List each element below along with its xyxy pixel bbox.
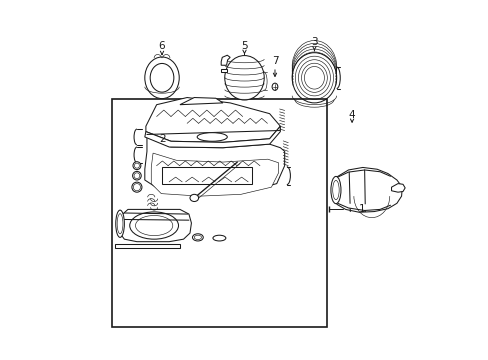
Ellipse shape xyxy=(144,57,179,99)
Polygon shape xyxy=(151,153,278,196)
Ellipse shape xyxy=(197,133,227,141)
Ellipse shape xyxy=(271,83,277,90)
Polygon shape xyxy=(337,170,390,177)
Ellipse shape xyxy=(192,234,203,241)
Text: 7: 7 xyxy=(271,56,278,66)
Ellipse shape xyxy=(133,162,141,170)
Polygon shape xyxy=(221,69,227,72)
Bar xyxy=(112,99,326,327)
Polygon shape xyxy=(180,98,223,105)
Ellipse shape xyxy=(330,176,340,204)
Text: 5: 5 xyxy=(241,41,247,51)
Ellipse shape xyxy=(132,182,142,192)
Polygon shape xyxy=(162,167,251,184)
Polygon shape xyxy=(119,210,191,242)
Polygon shape xyxy=(333,167,402,212)
Ellipse shape xyxy=(132,171,141,180)
Ellipse shape xyxy=(212,235,225,241)
Polygon shape xyxy=(337,203,390,211)
Text: 1: 1 xyxy=(359,204,365,214)
Polygon shape xyxy=(391,184,405,192)
Ellipse shape xyxy=(129,212,178,239)
Text: 4: 4 xyxy=(348,110,355,120)
Ellipse shape xyxy=(116,210,124,237)
Ellipse shape xyxy=(224,55,264,100)
Text: 3: 3 xyxy=(310,37,317,47)
Polygon shape xyxy=(144,126,280,148)
Ellipse shape xyxy=(190,194,198,202)
Text: 6: 6 xyxy=(159,41,165,51)
Polygon shape xyxy=(115,244,180,248)
Polygon shape xyxy=(221,55,230,65)
Polygon shape xyxy=(144,137,284,194)
Text: 2: 2 xyxy=(160,134,166,144)
Polygon shape xyxy=(145,98,280,142)
